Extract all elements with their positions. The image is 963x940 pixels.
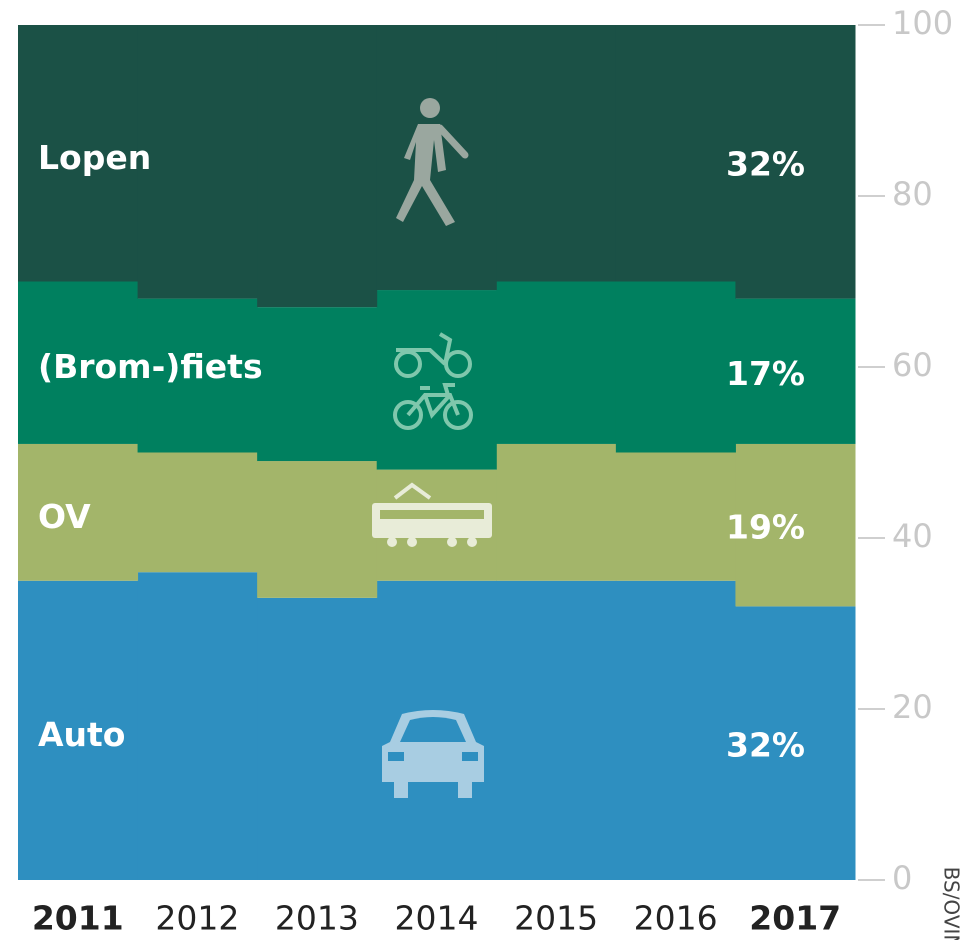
area-step — [137, 25, 258, 299]
series-label: (Brom-)fiets — [38, 347, 263, 386]
area-step — [735, 25, 856, 299]
area-step — [137, 298, 258, 453]
x-tick-label: 2013 — [275, 899, 359, 938]
plot — [18, 25, 856, 880]
value-label: 32% — [726, 144, 805, 183]
area-step — [18, 580, 139, 880]
area-step — [137, 572, 258, 880]
icons — [372, 98, 492, 798]
area-step — [735, 443, 856, 607]
series-label: OV — [38, 497, 91, 536]
area-step — [257, 307, 378, 462]
area-step — [496, 580, 617, 880]
area-step — [376, 290, 497, 470]
area-step — [18, 25, 139, 282]
y-tick-label: 60 — [892, 346, 933, 384]
value-label: 32% — [726, 726, 805, 765]
y-tick-label: 40 — [892, 517, 933, 555]
area-step — [735, 606, 856, 880]
area-step — [496, 25, 617, 282]
tram-icon — [372, 482, 492, 547]
area-step — [18, 281, 139, 444]
area-step — [615, 580, 736, 880]
walking-icon — [396, 98, 469, 226]
y-tick-label: 100 — [892, 4, 953, 42]
x-tick-label: 2015 — [514, 899, 598, 938]
value-label: 19% — [726, 508, 805, 547]
area-step — [257, 597, 378, 880]
series-label: Lopen — [38, 138, 151, 177]
y-tick-label: 80 — [892, 175, 933, 213]
area-step — [496, 443, 617, 581]
area-step — [137, 452, 258, 573]
value-label: 17% — [726, 354, 805, 393]
x-tick-label: 2017 — [749, 899, 841, 938]
series-label: Auto — [38, 715, 125, 754]
source: BS/OVIN — [940, 867, 963, 940]
area-step — [735, 298, 856, 444]
car-icon — [382, 710, 484, 798]
x-tick-label: 2014 — [395, 899, 479, 938]
area-step — [257, 25, 378, 308]
area-step — [615, 452, 736, 581]
x-tick-label: 2016 — [634, 899, 718, 938]
area-step — [615, 25, 736, 282]
x-tick-label: 2011 — [32, 899, 124, 938]
area-step — [18, 443, 139, 581]
y-tick-label: 0 — [892, 859, 912, 897]
x-tick-label: 2012 — [155, 899, 239, 938]
area-step — [615, 281, 736, 453]
y-tick-label: 20 — [892, 688, 933, 726]
area-step — [257, 461, 378, 598]
area-step — [496, 281, 617, 444]
bicycle-icon — [393, 332, 473, 430]
